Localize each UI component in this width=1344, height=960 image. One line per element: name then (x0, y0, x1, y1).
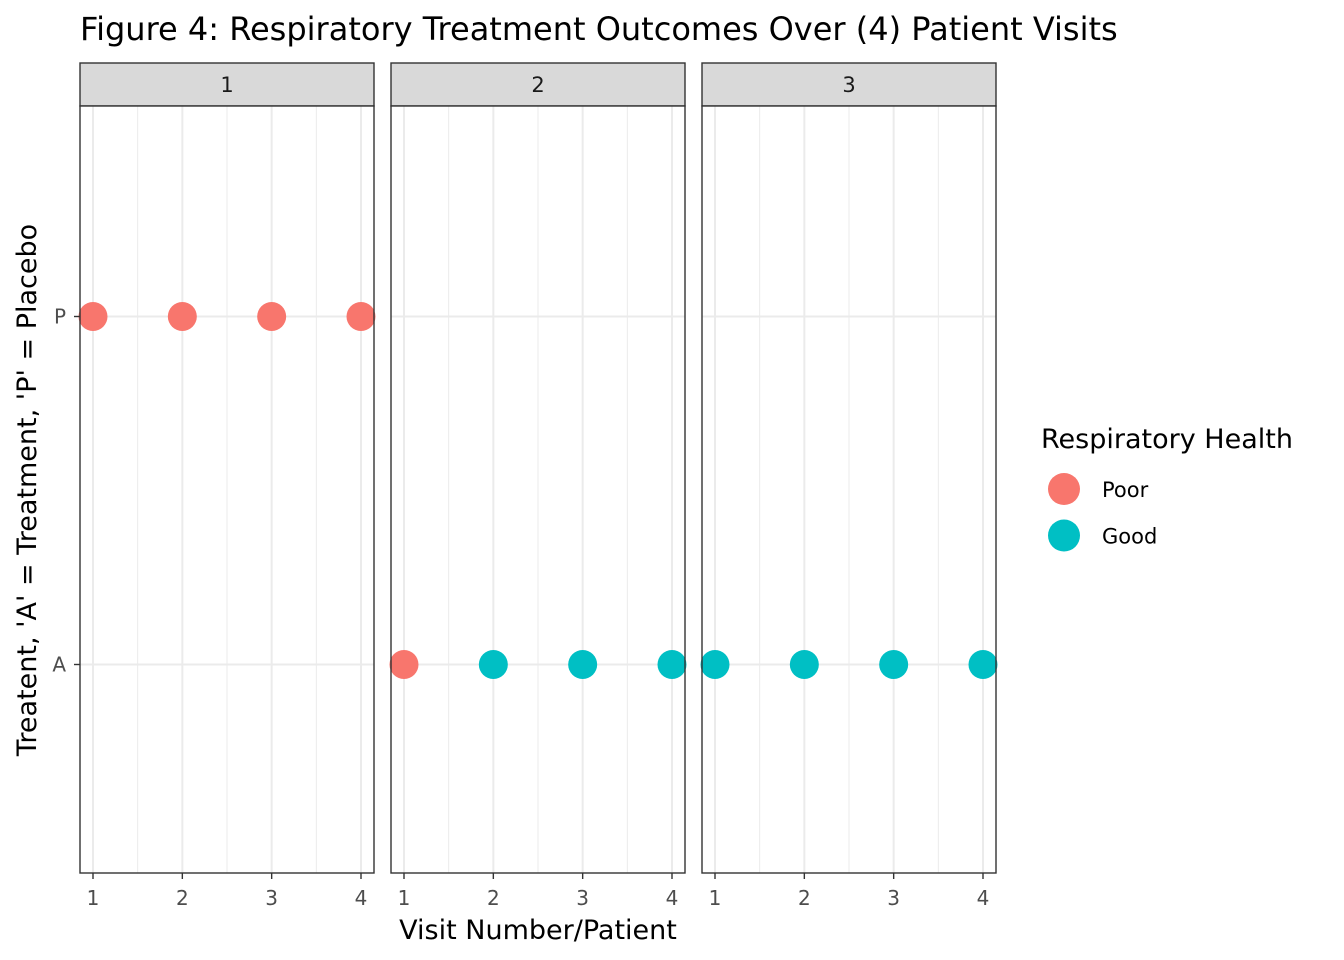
data-point (879, 650, 909, 679)
legend-label: Poor (1102, 478, 1149, 502)
x-tick-label: 2 (487, 886, 500, 910)
facet-strip (390, 62, 686, 107)
legend-key (1048, 519, 1080, 552)
legend: Respiratory Health Poor Good (1041, 424, 1293, 552)
legend-label: Good (1102, 525, 1157, 549)
x-tick-label: 3 (576, 886, 589, 910)
facet-strip (701, 62, 997, 107)
y-axis: AP (52, 305, 80, 677)
facet-strip-label: 2 (531, 73, 544, 97)
facet-strip-label: 3 (842, 73, 855, 97)
panel-border (390, 105, 686, 874)
x-tick-label: 3 (887, 886, 900, 910)
data-point (657, 650, 687, 679)
facet-panel-1: 1 1 2 3 4 (78, 62, 376, 910)
data-point (478, 650, 508, 679)
data-point (346, 302, 376, 331)
y-tick-label: A (52, 653, 66, 677)
data-point (968, 650, 998, 679)
x-tick-label: 1 (87, 886, 100, 910)
data-point (789, 650, 819, 679)
panel-border (79, 105, 375, 874)
data-point (568, 650, 598, 679)
data-point (389, 650, 419, 679)
x-tick-label: 4 (666, 886, 679, 910)
data-point (78, 302, 108, 331)
legend-key (1048, 473, 1080, 505)
x-tick-label: 2 (176, 886, 189, 910)
x-tick-label: 1 (398, 886, 411, 910)
y-axis-title: Treatent, 'A' = Treatment, 'P' = Placebo (12, 224, 43, 757)
legend-title: Respiratory Health (1041, 424, 1293, 455)
data-point (257, 302, 287, 331)
x-tick-label: 4 (977, 886, 990, 910)
facet-strip (79, 62, 375, 107)
x-tick-label: 2 (798, 886, 811, 910)
x-tick-label: 4 (355, 886, 368, 910)
facet-panel-2: 2 1 2 3 4 (389, 62, 687, 910)
x-axis-title: Visit Number/Patient (399, 915, 677, 946)
x-tick-label: 1 (709, 886, 722, 910)
y-tick-label: P (54, 305, 66, 329)
x-tick-label: 3 (265, 886, 278, 910)
facet-strip-label: 1 (220, 73, 233, 97)
facet-panel-3: 3 1 2 3 4 (700, 62, 998, 910)
chart-title: Figure 4: Respiratory Treatment Outcomes… (80, 10, 1118, 48)
panel-border (701, 105, 997, 874)
data-point (700, 650, 730, 679)
data-point (167, 302, 197, 331)
facet-panels: 1 1 2 3 4 2 1 2 3 4 3 1 2 3 4 (78, 62, 998, 910)
